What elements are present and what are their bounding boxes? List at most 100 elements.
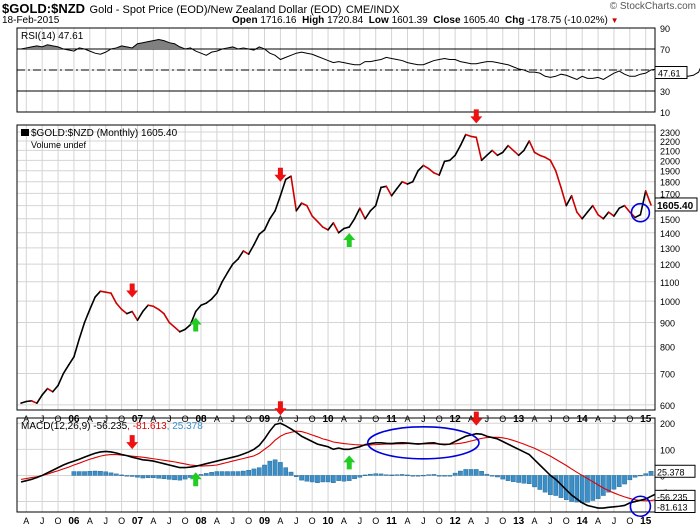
x-tick-label: O xyxy=(372,516,379,526)
sell-arrow-icon xyxy=(274,167,287,182)
x-tick-label: O xyxy=(436,414,443,424)
x-tick-label: 09 xyxy=(259,414,271,425)
x-tick-label: O xyxy=(182,414,189,424)
macd-histogram-bar xyxy=(145,475,151,478)
price-segment xyxy=(173,326,181,333)
x-tick-label: J xyxy=(421,414,426,424)
price-segment xyxy=(634,213,642,219)
macd-histogram-bar xyxy=(140,475,146,479)
price-segment xyxy=(163,312,171,324)
price-segment xyxy=(597,213,605,220)
macd-histogram-bar xyxy=(516,475,521,483)
x-tick-label: A xyxy=(341,414,347,424)
quote-line: Open 1716.16 High 1720.84 Low 1601.39 Cl… xyxy=(232,15,619,26)
x-tick-label: A xyxy=(468,516,474,526)
x-tick-label: A xyxy=(23,414,29,424)
macd-histogram-bar xyxy=(203,473,209,476)
price-segment xyxy=(343,226,351,230)
macd-histogram-bar xyxy=(511,475,516,482)
x-tick-label: J xyxy=(294,414,299,424)
buy-arrow-icon xyxy=(189,317,202,332)
x-tick-label: A xyxy=(595,516,601,526)
x-tick-label: A xyxy=(404,414,410,424)
macd-legend-part: , -81.613 xyxy=(127,421,167,432)
macd-histogram-bar xyxy=(262,464,267,476)
macd-histogram-bar xyxy=(135,475,140,478)
macd-histogram-bar xyxy=(98,471,103,476)
macd-histogram-bar xyxy=(82,471,87,476)
macd-histogram-bar xyxy=(463,469,469,476)
x-tick-label: J xyxy=(548,414,553,424)
macd-histogram-bar xyxy=(542,475,548,493)
x-tick-label: 12 xyxy=(450,516,462,527)
price-tick-label: 2000 xyxy=(660,156,680,166)
price-segment xyxy=(258,229,266,236)
price-segment xyxy=(147,304,155,308)
x-tick-label: J xyxy=(167,516,172,526)
price-segment xyxy=(51,384,59,393)
price-segment xyxy=(126,310,133,315)
price-tick-label: 2300 xyxy=(660,128,680,138)
price-segment xyxy=(316,220,324,228)
price-segment xyxy=(644,190,652,206)
price-segment xyxy=(62,364,70,375)
macd-histogram-bar xyxy=(415,475,421,477)
buy-arrow-icon xyxy=(343,455,356,470)
macd-histogram-bar xyxy=(500,475,506,480)
x-tick-label: 14 xyxy=(577,516,589,527)
macd-histogram-bar xyxy=(537,475,543,490)
macd-histogram-bar xyxy=(288,471,294,476)
price-segment xyxy=(110,292,118,304)
price-segment xyxy=(380,185,388,189)
x-tick-label: O xyxy=(245,414,252,424)
macd-histogram-bar xyxy=(251,468,257,476)
price-segment xyxy=(247,243,255,255)
price-segment xyxy=(565,194,573,207)
x-tick-label: A xyxy=(277,516,283,526)
price-last-value: 1605.40 xyxy=(657,201,694,212)
price-segment xyxy=(528,140,536,154)
macd-histogram-bar xyxy=(103,471,109,476)
macd-histogram-bar xyxy=(447,475,453,477)
macd-histogram-bar xyxy=(151,475,156,478)
macd-last-value: -56.235 xyxy=(657,492,688,502)
x-tick-label: A xyxy=(150,414,156,424)
price-segment xyxy=(359,207,366,220)
macd-histogram-bar xyxy=(71,471,77,476)
price-segment xyxy=(221,271,229,283)
price-segment xyxy=(374,186,382,207)
macd-last-value: -81.613 xyxy=(657,503,688,513)
price-segment xyxy=(179,328,186,333)
price-segment xyxy=(104,291,112,294)
price-segment xyxy=(20,400,28,404)
x-tick-label: J xyxy=(421,516,426,526)
macd-histogram-bar xyxy=(182,475,188,480)
x-tick-label: O xyxy=(626,414,633,424)
close-value: 1605.40 xyxy=(463,15,500,26)
price-segment xyxy=(157,308,165,315)
price-frame xyxy=(16,124,656,411)
macd-histogram-bar xyxy=(256,467,262,476)
exchange-label: CME/INDX xyxy=(345,4,400,16)
macd-histogram-bar xyxy=(601,475,606,496)
annotation-layer xyxy=(126,109,652,518)
rsi-legend: RSI(14) 47.61 xyxy=(21,31,84,42)
highlight-ellipse xyxy=(629,495,652,518)
sell-arrow-icon xyxy=(470,109,483,124)
highlight-ellipse xyxy=(366,426,480,460)
price-segment xyxy=(623,204,631,213)
macd-histogram-bar xyxy=(442,475,447,477)
x-tick-label: J xyxy=(231,414,236,424)
x-tick-label: 15 xyxy=(640,414,652,425)
x-tick-label: 11 xyxy=(386,414,397,425)
price-segment xyxy=(433,172,441,176)
macd-histogram-bar xyxy=(548,475,553,495)
price-segment xyxy=(30,400,38,404)
price-segment xyxy=(459,133,467,147)
macd-histogram-bar xyxy=(643,473,649,476)
price-tick-label: 700 xyxy=(660,370,675,380)
x-tick-label: 11 xyxy=(386,516,397,527)
macd-histogram-bar xyxy=(410,475,416,477)
macd-histogram-bar xyxy=(489,475,495,477)
price-tick-label: 900 xyxy=(660,319,675,329)
